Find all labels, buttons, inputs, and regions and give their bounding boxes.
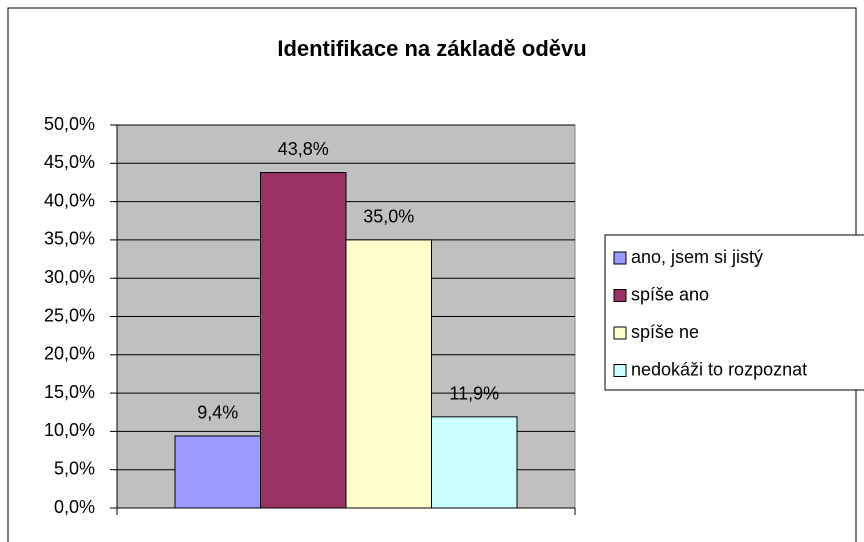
legend-label: spíše ne — [631, 322, 699, 342]
legend-label: ano, jsem si jistý — [631, 247, 763, 267]
legend-swatch — [613, 289, 627, 302]
data-label: 9,4% — [197, 403, 238, 423]
y-tick-label: 40,0% — [44, 190, 95, 210]
y-tick-label: 25,0% — [44, 305, 95, 325]
y-tick-label: 45,0% — [44, 152, 95, 172]
legend-label: spíše ano — [631, 284, 709, 304]
bar — [260, 171, 347, 509]
data-label: 11,9% — [449, 384, 499, 404]
y-tick-label: 0,0% — [54, 497, 95, 517]
legend-box — [604, 234, 864, 391]
chart-title: Identifikace na základě oděvu — [277, 36, 586, 61]
bar — [174, 435, 261, 509]
y-tick-label: 15,0% — [44, 382, 95, 402]
bar — [431, 416, 518, 509]
legend-swatch — [613, 364, 627, 377]
legend-swatch — [613, 251, 627, 265]
y-tick-label: 30,0% — [44, 267, 95, 287]
data-label: 35,0% — [363, 207, 414, 227]
legend-swatch — [613, 326, 627, 340]
bar — [345, 239, 432, 509]
y-tick-label: 20,0% — [44, 344, 95, 364]
y-tick-label: 35,0% — [44, 229, 95, 249]
data-label: 43,8% — [278, 139, 329, 159]
y-tick-label: 5,0% — [54, 458, 95, 478]
legend-label: nedokáži to rozpoznat — [631, 359, 807, 379]
y-tick-label: 10,0% — [44, 420, 95, 440]
y-tick-label: 50,0% — [44, 114, 95, 134]
